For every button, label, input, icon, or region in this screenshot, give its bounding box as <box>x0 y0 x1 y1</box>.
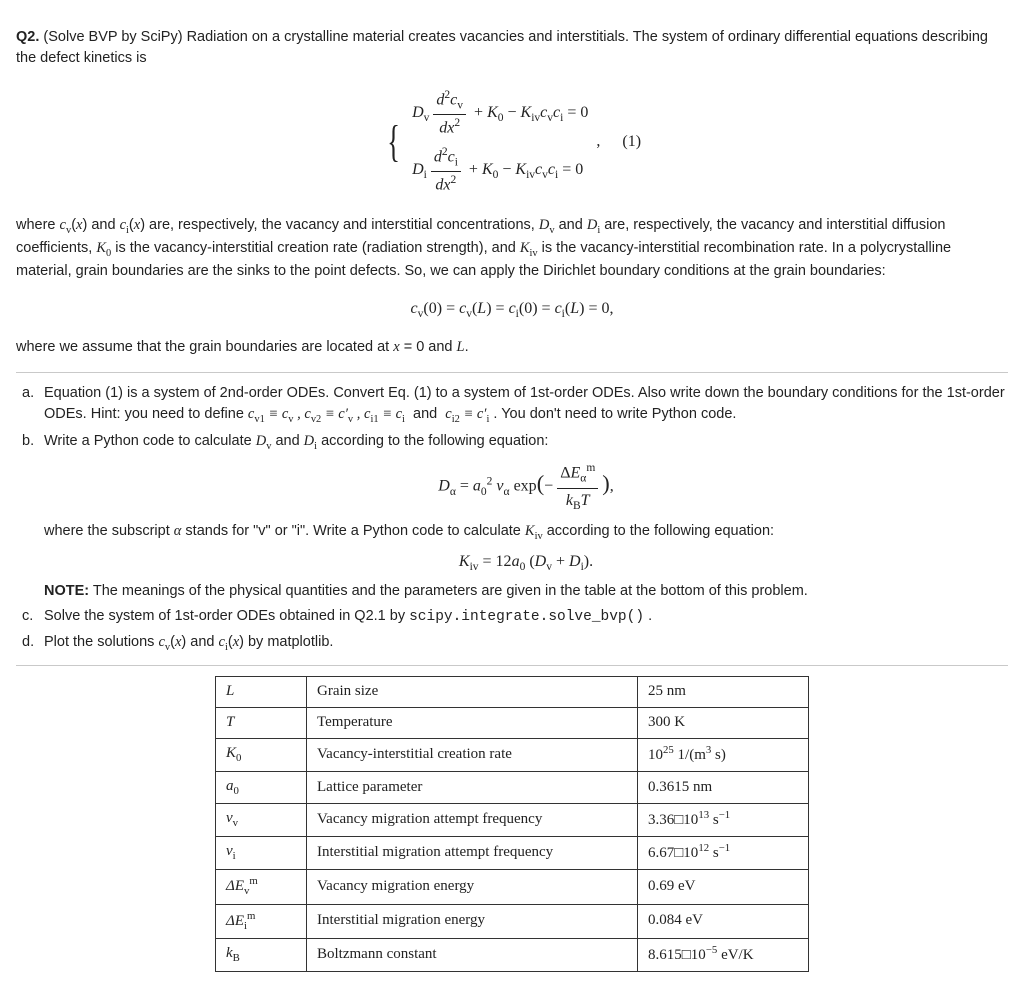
part-c-text-post: . <box>644 608 652 624</box>
parameters-table: LGrain size25 nm TTemperature300 K K0Vac… <box>215 676 809 971</box>
part-b-marker: b. <box>22 431 34 452</box>
bc-tail: where we assume that the grain boundarie… <box>16 337 1008 358</box>
table-row: a0Lattice parameter0.3615 nm <box>216 771 809 804</box>
question-header: Q2. (Solve BVP by SciPy) Radiation on a … <box>16 27 1008 69</box>
part-c-text-pre: Solve the system of 1st-order ODEs obtai… <box>44 608 409 624</box>
boundary-conditions-eq: cv(0) = cv(L) = ci(0) = ci(L) = 0, <box>16 297 1008 323</box>
table-row: ΔEimInterstitial migration energy0.084 e… <box>216 904 809 939</box>
subparts-list: a. Equation (1) is a system of 2nd-order… <box>16 383 1008 655</box>
table-row: LGrain size25 nm <box>216 677 809 708</box>
part-b: b. Write a Python code to calculate Dv a… <box>22 431 1008 602</box>
divider-1 <box>16 372 1008 373</box>
part-a-marker: a. <box>22 383 34 404</box>
table-row: kBBoltzmann constant8.615□10−5 eV/K <box>216 939 809 972</box>
part-c-code: scipy.integrate.solve_bvp() <box>409 609 644 625</box>
divider-2 <box>16 665 1008 666</box>
equation-comma: , <box>592 132 600 149</box>
table-row: νvVacancy migration attempt frequency3.3… <box>216 804 809 837</box>
part-a: a. Equation (1) is a system of 2nd-order… <box>22 383 1008 427</box>
part-a-text-post: You don't need to write Python code. <box>497 406 736 422</box>
equation-1-label: (1) <box>622 130 641 153</box>
part-d: d. Plot the solutions cv(x) and ci(x) by… <box>22 632 1008 655</box>
table-row: νiInterstitial migration attempt frequen… <box>216 837 809 870</box>
brace-icon: { <box>387 110 400 174</box>
table-row: TTemperature300 K <box>216 708 809 739</box>
q-label: Q2. <box>16 29 39 45</box>
part-d-marker: d. <box>22 632 34 653</box>
definitions-paragraph: where cv(x) and ci(x) are, respectively,… <box>16 215 1008 282</box>
eq-Dalpha: Dα = a02 να exp(− ΔEαmkBT ), <box>44 460 1008 514</box>
part-c-marker: c. <box>22 606 33 627</box>
parameters-table-body: LGrain size25 nm TTemperature300 K K0Vac… <box>216 677 809 971</box>
note-label: NOTE: <box>44 583 89 599</box>
part-a-hint: cv1 ≡ cv , cv2 ≡ c′v , ci1 ≡ ci <box>248 406 405 422</box>
part-c: c. Solve the system of 1st-order ODEs ob… <box>22 606 1008 628</box>
table-row: ΔEvmVacancy migration energy0.69 eV <box>216 869 809 904</box>
equation-1-body: Dv d2cvdx2 + K0 − Kivcvci = 0 Di d2cidx2… <box>412 83 588 200</box>
equation-1: { Dv d2cvdx2 + K0 − Kivcvci = 0 Di d2cid… <box>16 83 1008 200</box>
table-row: K0Vacancy-interstitial creation rate1025… <box>216 738 809 771</box>
eq-Kiv: Kiv = 12a0 (Dv + Di). <box>44 550 1008 576</box>
note-text: The meanings of the physical quantities … <box>89 583 808 599</box>
q-subtitle: (Solve BVP by SciPy) <box>39 29 186 45</box>
